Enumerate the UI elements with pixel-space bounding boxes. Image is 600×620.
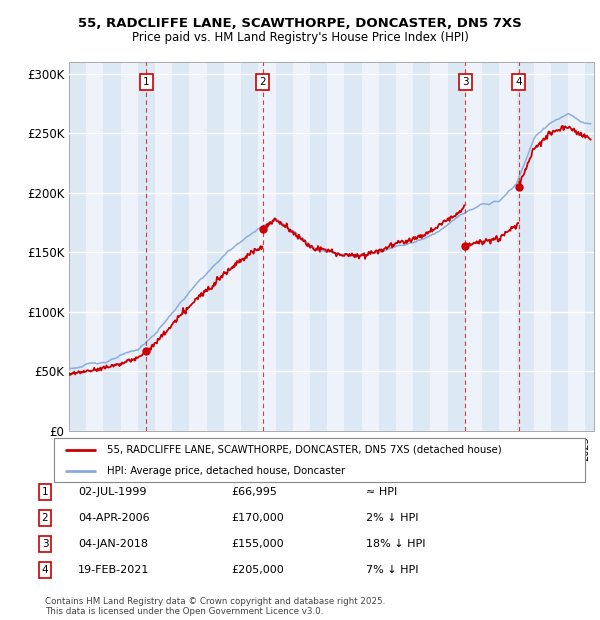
Bar [586, 62, 600, 431]
Bar [344, 62, 362, 431]
Text: 4: 4 [41, 565, 49, 575]
Bar [138, 62, 155, 431]
Bar [86, 62, 103, 431]
Text: £66,995: £66,995 [231, 487, 277, 497]
Bar [499, 62, 517, 431]
Text: HPI: Average price, detached house, Doncaster: HPI: Average price, detached house, Donc… [107, 466, 345, 476]
Text: 19-FEB-2021: 19-FEB-2021 [78, 565, 149, 575]
Bar [551, 62, 568, 431]
Text: 18% ↓ HPI: 18% ↓ HPI [366, 539, 425, 549]
Bar [103, 62, 121, 431]
Text: 55, RADCLIFFE LANE, SCAWTHORPE, DONCASTER, DN5 7XS (detached house): 55, RADCLIFFE LANE, SCAWTHORPE, DONCASTE… [107, 445, 502, 455]
Bar [275, 62, 293, 431]
Bar [121, 62, 138, 431]
Text: 02-JUL-1999: 02-JUL-1999 [78, 487, 146, 497]
Bar [241, 62, 259, 431]
Text: 7% ↓ HPI: 7% ↓ HPI [366, 565, 419, 575]
Bar [396, 62, 413, 431]
Text: 04-APR-2006: 04-APR-2006 [78, 513, 149, 523]
Bar [568, 62, 586, 431]
Text: Contains HM Land Registry data © Crown copyright and database right 2025.
This d: Contains HM Land Registry data © Crown c… [45, 597, 385, 616]
Bar [413, 62, 430, 431]
Bar [362, 62, 379, 431]
Text: 3: 3 [462, 78, 469, 87]
Text: ≈ HPI: ≈ HPI [366, 487, 397, 497]
Text: 1: 1 [143, 78, 150, 87]
Bar [190, 62, 207, 431]
Text: £155,000: £155,000 [231, 539, 284, 549]
Bar [69, 62, 86, 431]
Bar [534, 62, 551, 431]
Text: 2: 2 [259, 78, 266, 87]
Text: £170,000: £170,000 [231, 513, 284, 523]
Bar [465, 62, 482, 431]
Text: 4: 4 [515, 78, 522, 87]
Text: 2: 2 [41, 513, 49, 523]
Bar [259, 62, 275, 431]
Text: 04-JAN-2018: 04-JAN-2018 [78, 539, 148, 549]
Text: Price paid vs. HM Land Registry's House Price Index (HPI): Price paid vs. HM Land Registry's House … [131, 31, 469, 44]
Bar [327, 62, 344, 431]
Bar [430, 62, 448, 431]
Text: 2% ↓ HPI: 2% ↓ HPI [366, 513, 419, 523]
Text: 1: 1 [41, 487, 49, 497]
Bar [310, 62, 327, 431]
Bar [379, 62, 396, 431]
Bar [172, 62, 190, 431]
Bar [517, 62, 534, 431]
Text: £205,000: £205,000 [231, 565, 284, 575]
Bar [207, 62, 224, 431]
Text: 55, RADCLIFFE LANE, SCAWTHORPE, DONCASTER, DN5 7XS: 55, RADCLIFFE LANE, SCAWTHORPE, DONCASTE… [78, 17, 522, 30]
Bar [448, 62, 465, 431]
Bar [224, 62, 241, 431]
Bar [155, 62, 172, 431]
Bar [482, 62, 499, 431]
Text: 3: 3 [41, 539, 49, 549]
Bar [293, 62, 310, 431]
